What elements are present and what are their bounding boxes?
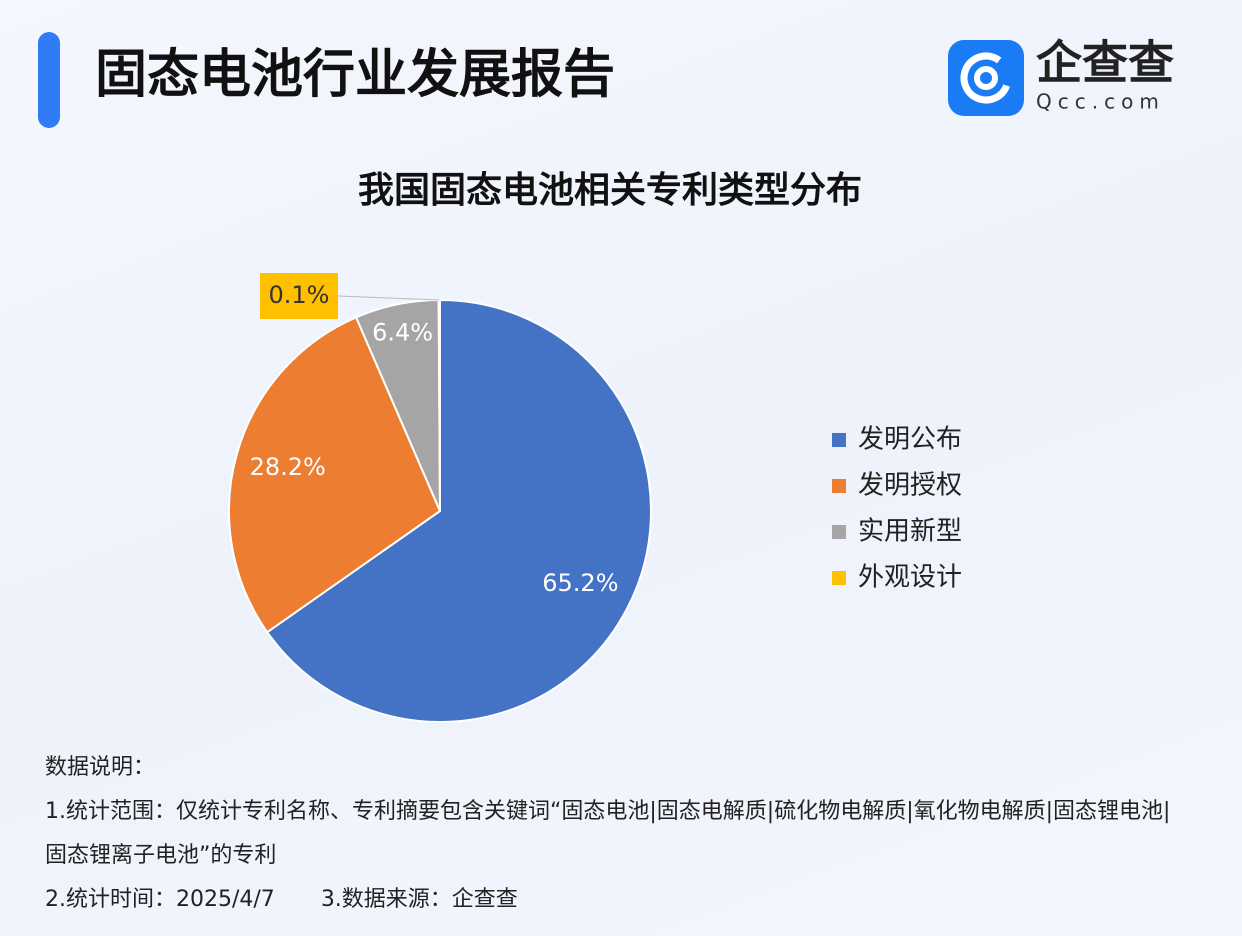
pie-slice xyxy=(437,298,441,512)
value-label: 28.2% xyxy=(250,453,326,481)
legend-label: 外观设计 xyxy=(858,563,962,593)
notes-source: 3.数据来源：企查查 xyxy=(320,887,518,912)
notes-meta: 2.统计时间：2025/4/7 3.数据来源：企查查 xyxy=(45,878,1185,922)
notes: 数据说明： 1.统计范围：仅统计专利名称、专利摘要包含关键词“固态电池|固态电解… xyxy=(45,746,1185,922)
value-label: 6.4% xyxy=(372,318,433,346)
notes-heading: 数据说明： xyxy=(45,755,156,780)
value-label-box xyxy=(260,273,338,319)
value-label: 0.1% xyxy=(269,281,330,309)
value-label: 65.2% xyxy=(542,569,618,597)
legend-label: 发明公布 xyxy=(858,425,962,455)
legend-label: 发明授权 xyxy=(858,471,962,501)
logo-ring xyxy=(960,52,1012,104)
header-title: 固态电池行业发展报告 xyxy=(95,45,615,105)
notes-scope: 1.统计范围：仅统计专利名称、专利摘要包含关键词“固态电池|固态电解质|硫化物电… xyxy=(45,799,1171,868)
legend-swatch xyxy=(832,571,846,585)
legend-swatch xyxy=(832,525,846,539)
pie-slice xyxy=(228,316,442,634)
pie-slice xyxy=(265,298,652,723)
logo-icon xyxy=(948,40,1024,116)
chart-title: 我国固态电池相关专利类型分布 xyxy=(358,170,862,211)
logo-domain: Qcc.com xyxy=(1036,90,1165,114)
logo-name: 企查查 xyxy=(1036,36,1174,90)
notes-time: 2.统计时间：2025/4/7 xyxy=(45,887,275,912)
header-accent xyxy=(38,32,60,128)
legend-label: 实用新型 xyxy=(858,517,962,547)
logo-dot xyxy=(974,66,998,90)
legend-swatch xyxy=(832,479,846,493)
legend-swatch xyxy=(832,433,846,447)
